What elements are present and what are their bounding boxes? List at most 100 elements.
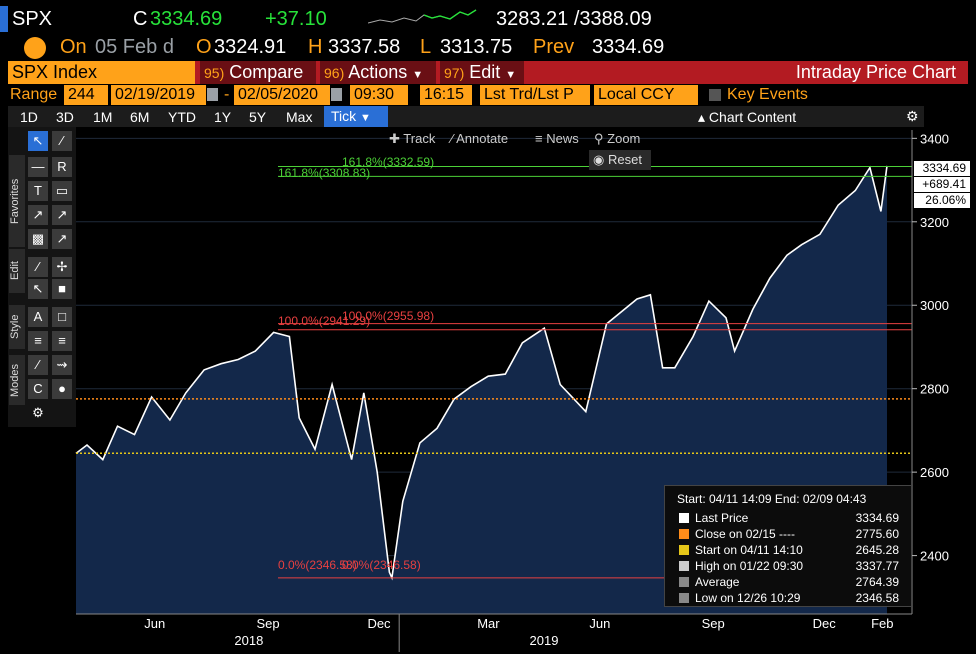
brush-tool-icon[interactable]: ∕ (28, 257, 48, 277)
function-bar: SPX Index 95) Compare 96) Actions ▼ 97) … (8, 61, 968, 84)
actions-menu[interactable]: 96) Actions ▼ (320, 61, 436, 84)
start-time-field[interactable]: 09:30 (350, 85, 408, 105)
legend-value: 2645.28 (855, 543, 899, 557)
move-tool-icon[interactable]: ✢ (52, 257, 72, 277)
compare-menu[interactable]: 95) Compare (200, 61, 316, 84)
color-mode-icon[interactable]: ● (52, 379, 72, 399)
close-flag: C (133, 8, 148, 30)
news-icon: ≡ (535, 131, 543, 146)
line-width-icon[interactable]: ≡ (28, 331, 48, 351)
last-price-tag: 3334.69 (914, 161, 970, 176)
arrow-tool-icon[interactable]: ↗ (52, 205, 72, 225)
zoom-label: Zoom (607, 131, 641, 146)
key-events-checkbox[interactable] (709, 89, 721, 101)
range-dash: - (224, 86, 230, 103)
compare-num: 95) (204, 65, 225, 81)
x-month-label: Feb (871, 616, 893, 631)
range-bar: Range 244 02/19/2019 - 02/05/2020 09:30 … (8, 85, 976, 105)
annotate-label: Annotate (456, 131, 509, 146)
calendar-icon[interactable] (331, 88, 342, 101)
tick-dropdown[interactable]: Tick ▼ (324, 106, 388, 127)
magnet-mode-icon[interactable]: ⇝ (52, 355, 72, 375)
legend-row: Close on 02/15 ---- 2775.60 (677, 526, 907, 542)
font-style-icon[interactable]: A (28, 307, 48, 327)
legend-swatch (679, 545, 689, 555)
gauge-icon[interactable] (24, 37, 46, 59)
legend-name: Last Price (695, 511, 749, 525)
legend-row: Average 2764.39 (677, 574, 907, 590)
trash-icon[interactable]: ■ (52, 279, 72, 299)
high-value: 3337.58 (328, 36, 401, 58)
range-label: Range (10, 86, 58, 103)
y-tick-label: 2800 (920, 382, 949, 397)
x-month-label: Mar (477, 616, 500, 631)
period-1y[interactable]: 1Y (214, 109, 232, 125)
edit-menu[interactable]: 97) Edit ▼ (440, 61, 524, 84)
price-type-select[interactable]: Lst Trd/Lst P (480, 85, 590, 105)
fan-tool-icon[interactable]: ↗ (52, 229, 72, 249)
line-style-icon[interactable]: ≡ (52, 331, 72, 351)
y-tick-label: 2600 (920, 465, 949, 480)
last-price: 3334.69 (150, 8, 223, 30)
trend-tool-icon[interactable]: ↗ (28, 205, 48, 225)
fib-labels: 161.8%(3332.59) 161.8%(3308.83) 100.0%(2… (278, 155, 434, 572)
chart-content-button[interactable]: ▴ Chart Content (698, 109, 796, 126)
period-5y[interactable]: 5Y (249, 109, 267, 125)
crosshair-mode-icon[interactable]: ∕ (28, 355, 48, 375)
legend-row: High on 01/22 09:30 3337.77 (677, 558, 907, 574)
currency-select[interactable]: Local CCY (594, 85, 698, 105)
news-button[interactable]: ≡ News (535, 131, 579, 146)
text-tool-icon[interactable]: T (28, 181, 48, 201)
annotate-button[interactable]: ∕ Annotate (451, 131, 508, 146)
cursor-tool-icon[interactable]: ↖ (28, 131, 48, 151)
legend-name: High on 01/22 09:30 (695, 559, 804, 573)
key-events-label: Key Events (727, 86, 808, 103)
fib-label-0-b: 0.0%(2346.58) (342, 558, 421, 572)
fib-label-161-b: 161.8%(3308.83) (278, 166, 370, 180)
start-date-field[interactable]: 02/19/2019 (111, 85, 206, 105)
channel-tool-icon[interactable]: ▩ (28, 229, 48, 249)
track-button[interactable]: ✚ Track (389, 131, 435, 147)
end-date-field[interactable]: 02/05/2020 (234, 85, 330, 105)
fill-color-icon[interactable]: □ (52, 307, 72, 327)
end-time-field[interactable]: 16:15 (420, 85, 472, 105)
zoom-button[interactable]: ⚲ Zoom (594, 131, 640, 147)
reset-button[interactable]: ◉ Reset (589, 150, 651, 170)
period-1m[interactable]: 1M (93, 109, 113, 125)
select-tool-icon[interactable]: ↖ (28, 279, 48, 299)
open-value: 3324.91 (214, 36, 287, 58)
cycle-mode-icon[interactable]: C (28, 379, 48, 399)
search-icon: ⚲ (594, 131, 604, 146)
line-tool-icon[interactable]: — (28, 157, 48, 177)
range-days-field[interactable]: 244 (64, 85, 108, 105)
period-max[interactable]: Max (286, 109, 313, 125)
pencil-tool-icon[interactable]: ∕ (52, 131, 72, 151)
x-month-label: Jun (144, 616, 165, 631)
settings-icon[interactable]: ⚙ (32, 405, 44, 420)
period-6m[interactable]: 6M (130, 109, 150, 125)
high-label: H (308, 36, 323, 58)
reset-icon: ◉ (593, 152, 605, 167)
fib-label-100-b: 100.0%(2955.98) (342, 309, 434, 323)
legend-value: 2775.60 (855, 527, 899, 541)
ticker: SPX (12, 8, 53, 30)
legend-name: Low on 12/26 10:29 (695, 591, 801, 605)
gear-icon[interactable]: ⚙ (906, 108, 919, 124)
ray-tool-icon[interactable]: R (52, 157, 72, 177)
x-year-label: 2018 (234, 633, 263, 648)
legend-name: Close on 02/15 ---- (695, 527, 796, 541)
x-month-label: Sep (256, 616, 279, 631)
period-3d[interactable]: 3D (56, 109, 74, 125)
chart-content-label: Chart Content (708, 109, 797, 125)
x-month-label: Jun (589, 616, 610, 631)
security-field[interactable]: SPX Index (8, 61, 195, 84)
legend-name: Average (695, 575, 740, 589)
pencil-icon: ∕ (451, 131, 454, 146)
period-ytd[interactable]: YTD (168, 109, 196, 125)
prev-value: 3334.69 (592, 36, 665, 58)
rectangle-tool-icon[interactable]: ▭ (52, 181, 72, 201)
period-1d[interactable]: 1D (20, 109, 38, 125)
actions-label: Actions (348, 62, 408, 82)
low-label: L (420, 36, 432, 58)
calendar-icon[interactable] (207, 88, 218, 101)
